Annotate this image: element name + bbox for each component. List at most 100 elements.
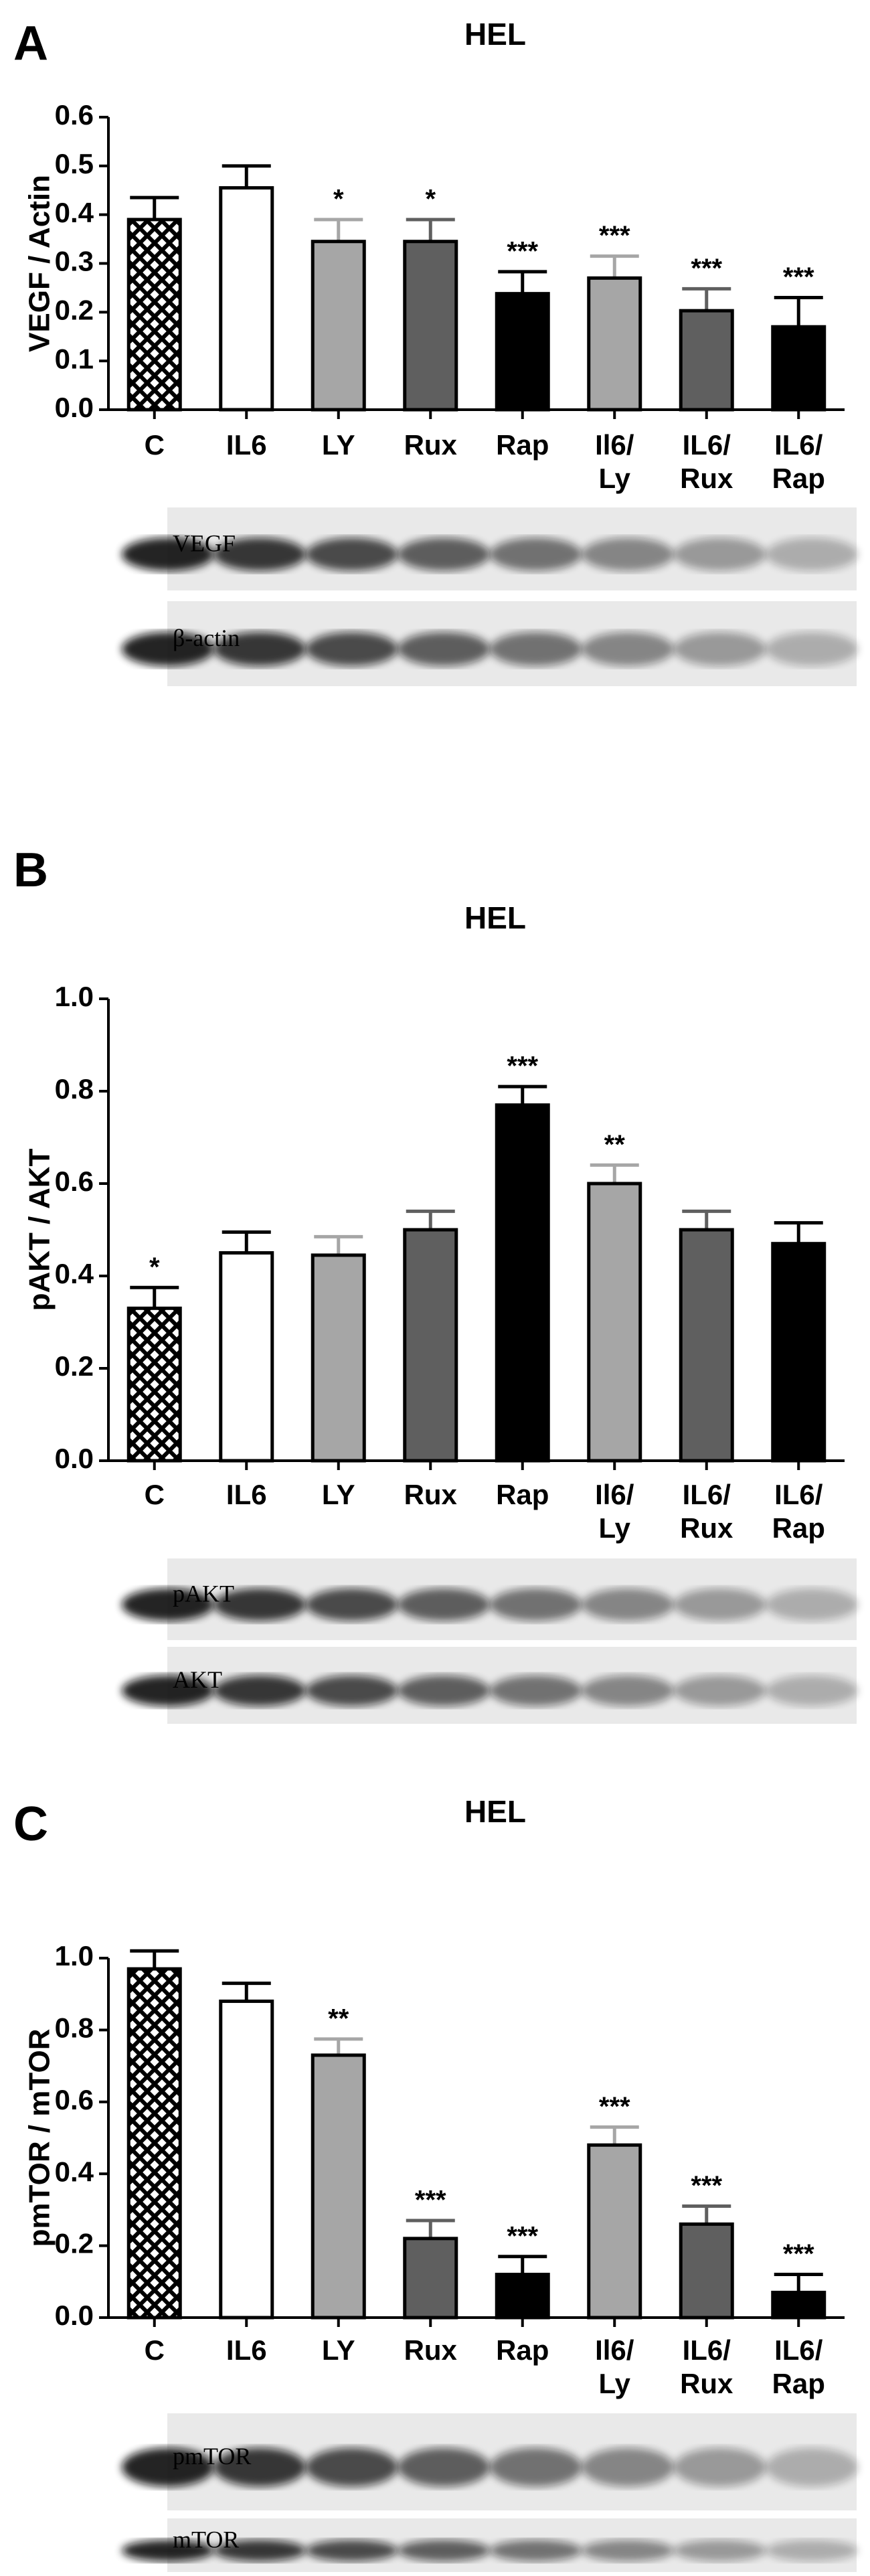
y-axis-label: pAKT / AKT bbox=[23, 1148, 56, 1311]
x-tick-label: IL6/Rap bbox=[772, 1479, 825, 1544]
blot-band bbox=[213, 2540, 306, 2561]
y-tick-label: 0.2 bbox=[55, 1350, 94, 1382]
y-tick-label: 0.0 bbox=[55, 392, 94, 423]
bar bbox=[771, 2290, 826, 2320]
x-tick-label: Il6/Ly bbox=[595, 429, 634, 494]
bar bbox=[126, 218, 182, 412]
blot-band bbox=[213, 2447, 306, 2487]
y-axis-label: VEGF / Actin bbox=[23, 175, 56, 352]
blot-band bbox=[582, 1588, 674, 1621]
blot-band bbox=[582, 1675, 674, 1706]
blot-band bbox=[122, 632, 214, 666]
blot: pAKT bbox=[122, 1558, 858, 1640]
bar bbox=[587, 2143, 642, 2320]
x-tick-label: Rux bbox=[404, 1479, 458, 1510]
x-tick-label: Rap bbox=[496, 429, 549, 461]
bar bbox=[495, 292, 550, 412]
blot-band bbox=[122, 1675, 214, 1706]
blot-band bbox=[766, 632, 858, 666]
significance: *** bbox=[599, 2092, 630, 2121]
blot-label: AKT bbox=[173, 1666, 222, 1693]
y-tick-label: 1.0 bbox=[55, 1940, 94, 1971]
bar bbox=[219, 1251, 274, 1463]
blot-band bbox=[122, 1588, 214, 1621]
blot-band bbox=[490, 2540, 582, 2561]
blot-band bbox=[213, 538, 306, 571]
bar bbox=[403, 240, 458, 412]
y-tick-label: 0.6 bbox=[55, 99, 94, 131]
blot-band bbox=[306, 1675, 398, 1706]
x-tick-label: IL6/Rux bbox=[680, 429, 733, 494]
bar bbox=[587, 1182, 642, 1463]
bar bbox=[126, 1306, 182, 1463]
x-tick-label: LY bbox=[322, 1479, 355, 1510]
y-tick-label: 0.8 bbox=[55, 2012, 94, 2043]
bar bbox=[126, 1967, 182, 2320]
y-tick-label: 0.6 bbox=[55, 2084, 94, 2115]
blot: mTOR bbox=[122, 2518, 858, 2572]
blot-band bbox=[306, 2447, 398, 2487]
blot-band bbox=[490, 632, 582, 666]
x-tick-label: C bbox=[145, 429, 165, 461]
x-tick-label: Il6/Ly bbox=[595, 2334, 634, 2399]
y-tick-label: 1.0 bbox=[55, 981, 94, 1012]
bar bbox=[311, 1253, 366, 1463]
blot-band bbox=[490, 538, 582, 571]
y-tick-label: 0.0 bbox=[55, 1443, 94, 1474]
blot-band bbox=[398, 2540, 490, 2561]
chart-title: HEL bbox=[464, 17, 526, 52]
significance: ** bbox=[328, 2004, 349, 2033]
blot-band bbox=[674, 2447, 766, 2487]
x-tick-label: IL6 bbox=[226, 2334, 267, 2366]
blot-band bbox=[674, 1588, 766, 1621]
blot-band bbox=[122, 538, 214, 571]
blot-band bbox=[213, 632, 306, 666]
panel-letter: A bbox=[13, 17, 48, 70]
significance: * bbox=[149, 1253, 160, 1282]
bar bbox=[311, 240, 366, 412]
significance: *** bbox=[691, 2171, 722, 2200]
blot-band bbox=[213, 1675, 306, 1706]
significance: *** bbox=[415, 2186, 446, 2215]
x-tick-label: Rux bbox=[404, 429, 458, 461]
y-tick-label: 0.2 bbox=[55, 2228, 94, 2259]
blot-band bbox=[490, 1588, 582, 1621]
blot-band bbox=[766, 1675, 858, 1706]
blot-band bbox=[122, 2447, 214, 2487]
y-tick-label: 0.4 bbox=[55, 197, 94, 228]
panel-letter: C bbox=[13, 1797, 48, 1851]
bar bbox=[679, 2222, 734, 2320]
blot-band bbox=[398, 2447, 490, 2487]
blot-band bbox=[582, 538, 674, 571]
blot-label: pmTOR bbox=[173, 2443, 251, 2470]
x-tick-label: IL6/Rap bbox=[772, 429, 825, 494]
x-tick-label: Rux bbox=[404, 2334, 458, 2366]
bar bbox=[679, 1228, 734, 1463]
y-tick-label: 0.4 bbox=[55, 2156, 94, 2187]
blot-band bbox=[306, 632, 398, 666]
blot-band bbox=[766, 538, 858, 571]
bar bbox=[219, 186, 274, 412]
blot-label: β-actin bbox=[173, 625, 240, 651]
blot-label: VEGF bbox=[173, 530, 236, 556]
blot-band bbox=[398, 1675, 490, 1706]
x-tick-label: LY bbox=[322, 2334, 355, 2366]
blot-band bbox=[674, 1675, 766, 1706]
chart-title: HEL bbox=[464, 1794, 526, 1829]
blot-band bbox=[582, 2540, 674, 2561]
bar bbox=[403, 1228, 458, 1463]
bar bbox=[495, 1103, 550, 1463]
blot-label: mTOR bbox=[173, 2526, 239, 2553]
x-tick-label: IL6/Rap bbox=[772, 2334, 825, 2399]
blot-band bbox=[766, 2447, 858, 2487]
blot-band bbox=[582, 632, 674, 666]
x-tick-label: C bbox=[145, 2334, 165, 2366]
bar bbox=[679, 309, 734, 412]
bar bbox=[403, 2237, 458, 2320]
blot-band bbox=[398, 538, 490, 571]
x-tick-label: IL6/Rux bbox=[680, 1479, 733, 1544]
y-tick-label: 0.4 bbox=[55, 1258, 94, 1289]
blot-band bbox=[490, 1675, 582, 1706]
significance: *** bbox=[783, 2239, 814, 2269]
